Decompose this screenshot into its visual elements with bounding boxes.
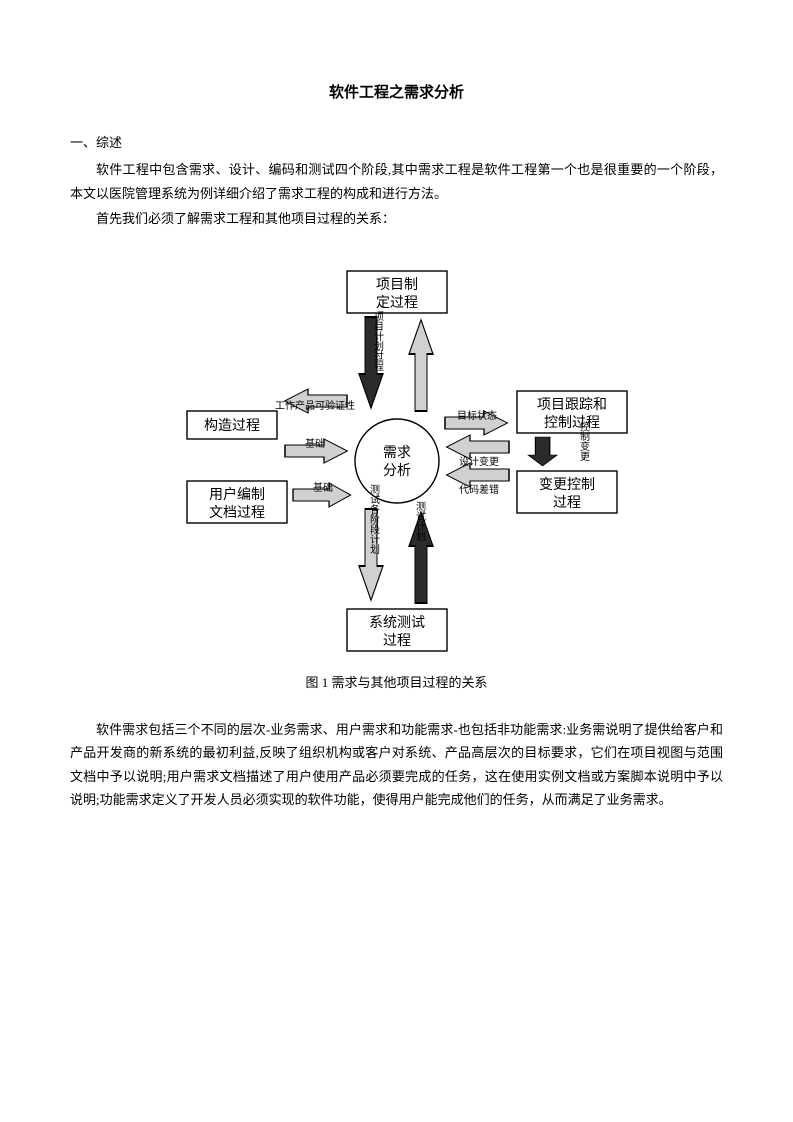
node-left2-text1: 用户编制 [209, 486, 265, 503]
node-right1-text2: 控制过程 [544, 415, 600, 431]
label-top-down: 项目计划过程 [371, 310, 383, 370]
diagram-container: 需求 分析 项目制 定过程 项目跟踪和 控制过程 变更控制 过程 系统测试 过程… [70, 261, 723, 661]
label-right1: 目标状态 [457, 409, 497, 422]
node-left1-text1: 构造过程 [204, 418, 260, 434]
page-title: 软件工程之需求分析 [70, 80, 723, 107]
figure-caption: 图 1 需求与其他项目过程的关系 [70, 671, 723, 694]
label-right2a: 设计变更 [459, 455, 499, 468]
section-heading: 一、综述 [70, 131, 723, 154]
paragraph-2: 首先我们必须了解需求工程和其他项目过程的关系： [70, 207, 723, 230]
node-bottom-text1: 系统测试 [369, 615, 425, 631]
requirements-diagram: 需求 分析 项目制 定过程 项目跟踪和 控制过程 变更控制 过程 系统测试 过程… [147, 261, 647, 661]
node-left2-text2: 文档过程 [209, 505, 265, 521]
center-text-2: 分析 [383, 463, 411, 479]
center-text-1: 需求 [383, 445, 411, 461]
label-left1-out: 工作产品可验证性 [275, 399, 355, 412]
node-bottom-text2: 过程 [383, 633, 411, 649]
paragraph-1: 软件工程中包含需求、设计、编码和测试四个阶段,其中需求工程是软件工程第一个也是很… [70, 158, 723, 205]
label-left2-in: 基础 [313, 481, 333, 494]
label-right2b: 代码差错 [459, 483, 499, 496]
node-top-text2: 定过程 [376, 295, 418, 311]
node-right2-text1: 变更控制 [539, 477, 595, 493]
paragraph-after: 软件需求包括三个不同的层次-业务需求、用户需求和功能需求-也包括非功能需求:业务… [70, 718, 723, 812]
label-bottom-down: 测试计划 [413, 499, 425, 540]
label-right12: 控制变更 [577, 419, 589, 461]
label-left1-in: 基础 [305, 437, 325, 450]
label-bottom-up: 测试各阶段计划 [367, 482, 379, 553]
node-top-text1: 项目制 [376, 277, 418, 293]
node-right1-text1: 项目跟踪和 [537, 397, 607, 413]
node-right2-text2: 过程 [553, 495, 581, 511]
